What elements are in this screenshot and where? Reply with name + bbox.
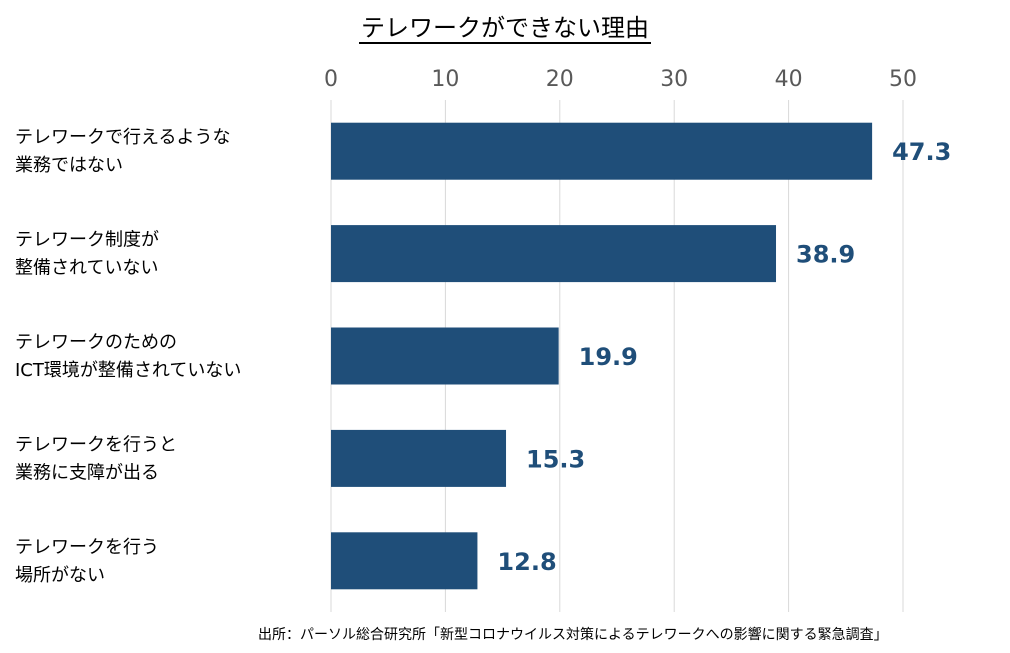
- data-label: 19.9: [579, 343, 638, 371]
- chart-title-text: テレワークができない理由: [359, 14, 651, 44]
- x-axis-ticks: 0 10 20 30 40 50: [324, 67, 917, 92]
- category-label: テレワークのための ICT環境が整備されていない: [15, 332, 241, 381]
- data-label: 15.3: [526, 445, 585, 473]
- category-label: テレワーク制度が整備されていない: [15, 230, 159, 279]
- category-labels: テレワークで行えるような業務ではないテレワーク制度が整備されていないテレワークの…: [15, 127, 241, 586]
- data-label: 38.9: [796, 241, 855, 269]
- x-tick-label: 10: [431, 67, 459, 92]
- x-tick-label: 50: [889, 67, 917, 92]
- x-tick-label: 30: [660, 67, 688, 92]
- x-tick-label: 20: [546, 67, 574, 92]
- bar: [331, 225, 777, 283]
- source-note: 出所：パーソル総合研究所「新型コロナウイルス対策によるテレワークへの影響に関する…: [258, 627, 888, 643]
- data-label: 47.3: [892, 138, 951, 166]
- bar: [331, 122, 873, 180]
- bar: [331, 327, 559, 385]
- category-label: テレワークを行う場所がない: [15, 537, 159, 586]
- chart-title: テレワークができない理由: [0, 8, 1010, 44]
- data-label: 12.8: [497, 548, 556, 576]
- x-tick-label: 40: [775, 67, 803, 92]
- x-tick-label: 0: [324, 67, 338, 92]
- value-labels: 47.3 38.9 19.9 15.3 12.8: [497, 138, 951, 576]
- bars: [331, 122, 873, 590]
- bar: [331, 532, 478, 590]
- bar: [331, 429, 507, 487]
- category-label: テレワークで行えるような業務ではない: [15, 127, 230, 176]
- category-label: テレワークを行うと業務に支障が出る: [15, 434, 177, 483]
